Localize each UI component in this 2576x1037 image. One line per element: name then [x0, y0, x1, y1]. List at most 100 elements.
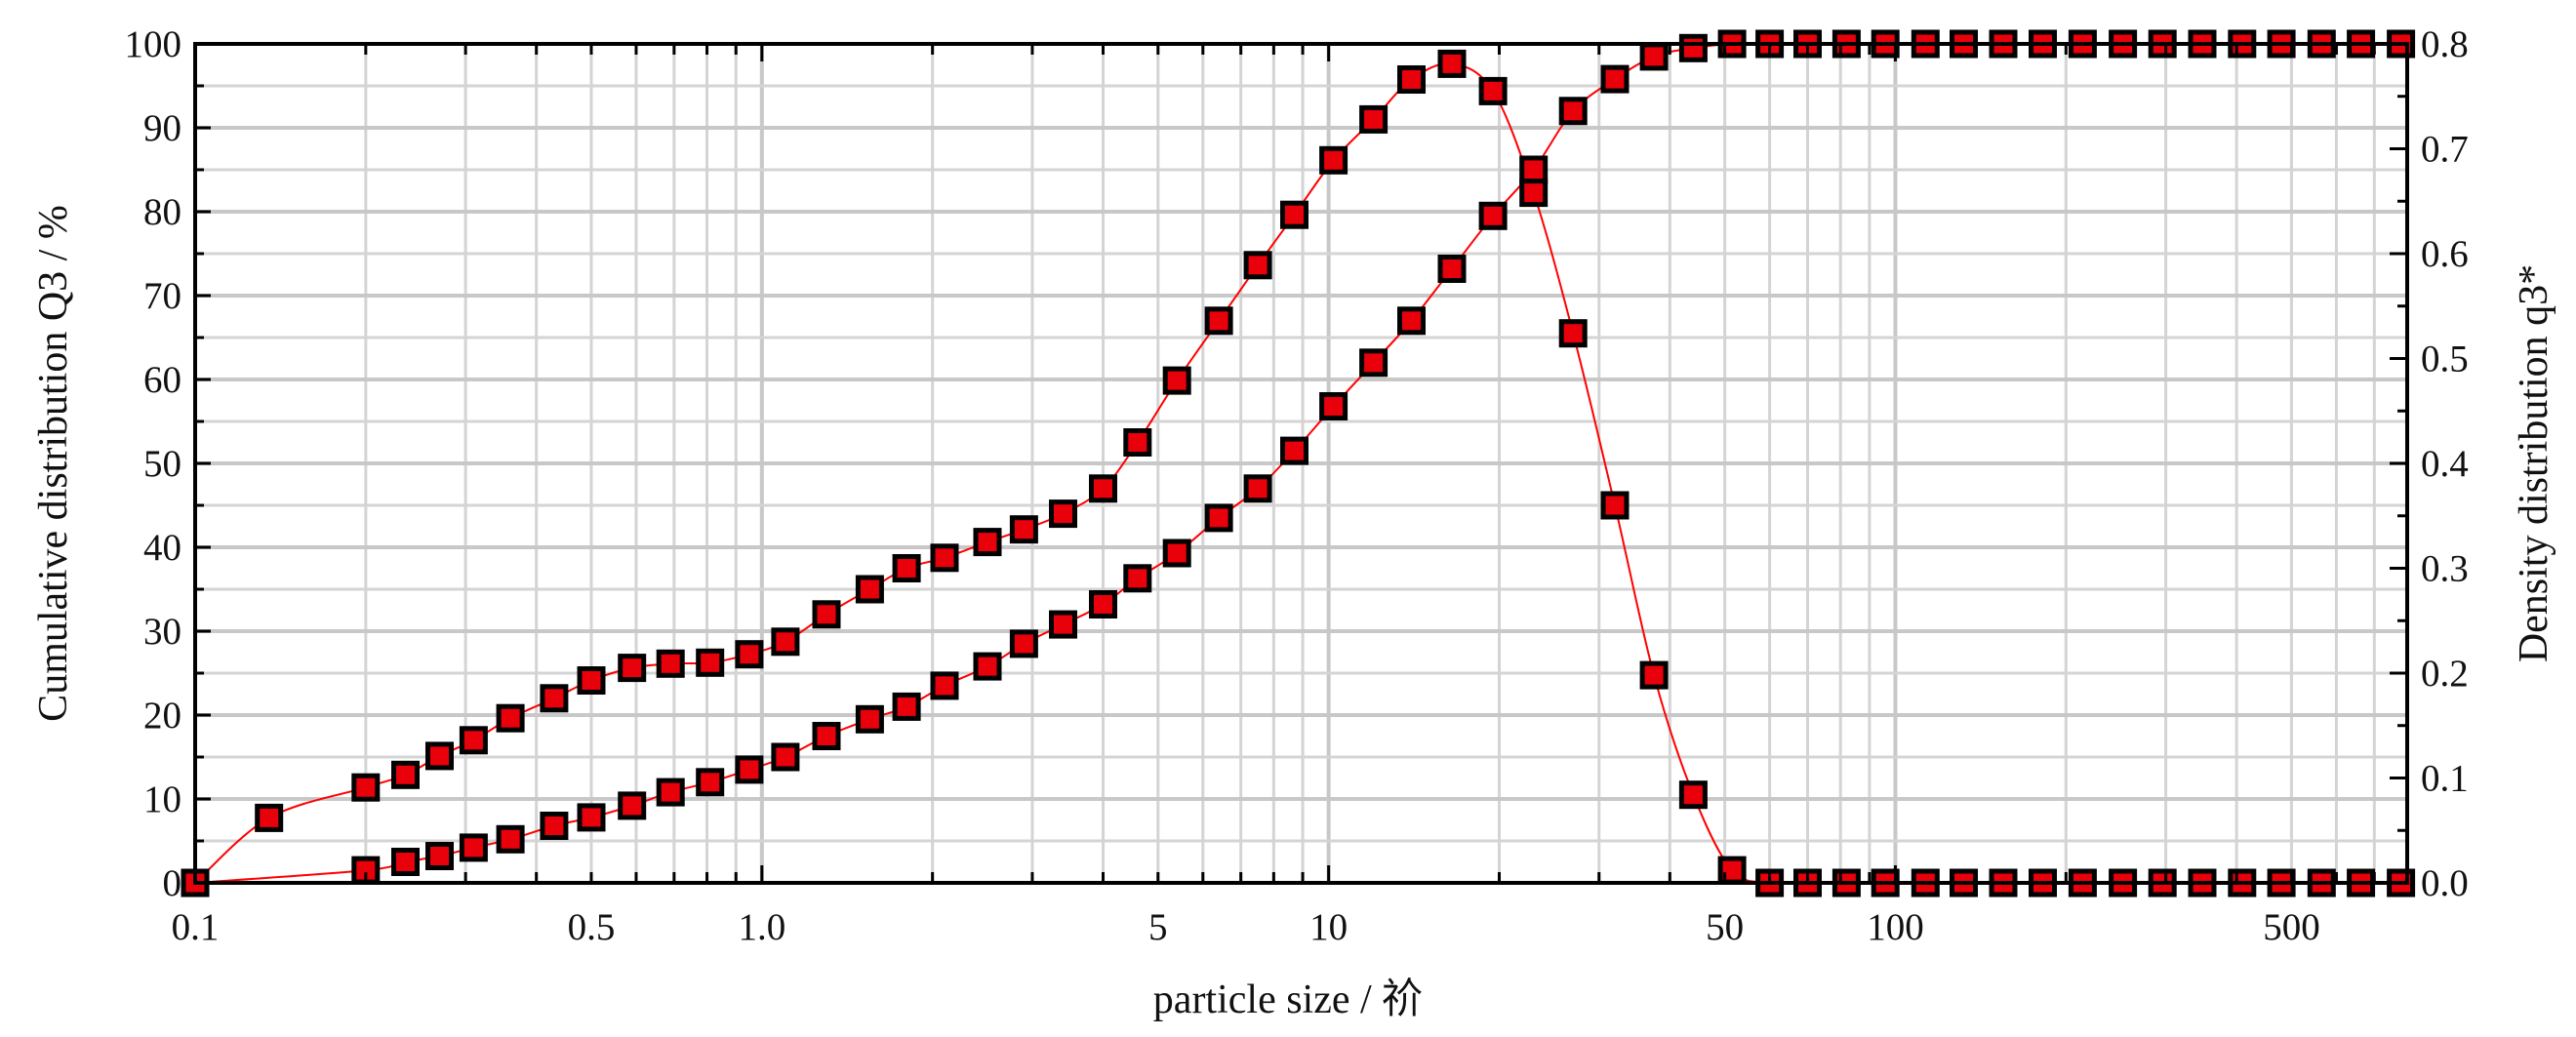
- y-left-tick-label: 10: [143, 778, 181, 820]
- data-point-cumulative: [855, 704, 884, 734]
- data-point-cumulative: [1600, 64, 1630, 94]
- series-line-density: [194, 62, 2401, 885]
- data-point-cumulative: [656, 778, 685, 807]
- data-point-density: [1162, 366, 1191, 395]
- data-point-density: [1123, 428, 1152, 457]
- data-point-cumulative: [1123, 564, 1152, 593]
- data-point-cumulative: [812, 722, 841, 750]
- data-point-cumulative: [1397, 306, 1426, 336]
- y-right-tick-label: 0.6: [2421, 233, 2469, 275]
- x-tick-label: 50: [1706, 906, 1744, 948]
- data-point-density: [577, 666, 606, 695]
- data-point-cumulative: [1089, 590, 1117, 618]
- y-right-tick-label: 0.4: [2421, 443, 2469, 485]
- data-point-density: [1558, 319, 1588, 348]
- x-tick-label: 0.1: [172, 906, 220, 948]
- data-point-cumulative: [1478, 201, 1508, 230]
- data-point-cumulative: [1359, 348, 1389, 378]
- y-right-axis-title: Density distribution q3*: [2512, 264, 2556, 662]
- x-tick-label: 1.0: [738, 906, 785, 948]
- data-point-density: [425, 741, 454, 771]
- data-point-density: [1678, 780, 1708, 810]
- y-left-tick-label: 0: [163, 862, 182, 904]
- data-point-cumulative: [1009, 629, 1038, 658]
- series-markers: [181, 29, 2416, 897]
- axis-ticks: [193, 42, 2409, 885]
- y-right-tick-label: 0.8: [2421, 23, 2469, 65]
- y-left-tick-label: 90: [143, 107, 181, 149]
- data-point-density: [351, 773, 381, 802]
- data-point-cumulative: [425, 842, 454, 870]
- data-point-density: [930, 543, 959, 573]
- data-point-density: [735, 640, 764, 669]
- y-right-tick-label: 0.0: [2421, 862, 2469, 904]
- data-point-density: [1478, 76, 1508, 105]
- y-right-tick-label: 0.1: [2421, 758, 2469, 800]
- data-point-density: [892, 554, 921, 582]
- data-point-density: [255, 803, 284, 832]
- x-axis-title: particle size / 祄: [1153, 977, 1423, 1022]
- data-point-cumulative: [696, 768, 725, 797]
- y-left-axis-title: Cumulative distribution Q3 / %: [31, 205, 76, 722]
- data-point-density: [391, 760, 420, 789]
- data-point-density: [1397, 65, 1426, 94]
- data-point-density: [1243, 251, 1272, 280]
- y-left-tick-label: 50: [143, 443, 181, 485]
- x-tick-label: 100: [1867, 906, 1924, 948]
- data-point-cumulative: [540, 812, 569, 840]
- data-point-density: [618, 654, 647, 683]
- data-point-cumulative: [735, 755, 764, 784]
- data-point-cumulative: [892, 692, 921, 721]
- data-point-density: [1280, 200, 1308, 229]
- data-point-density: [1049, 499, 1077, 529]
- x-tick-label: 0.5: [568, 906, 616, 948]
- y-left-tick-label: 20: [143, 695, 181, 737]
- y-right-tick-labels: 0.0 0.1 0.2 0.3 0.4 0.5 0.6 0.7 0.8: [2421, 23, 2469, 904]
- data-point-cumulative: [930, 671, 959, 700]
- data-point-cumulative: [618, 791, 647, 820]
- y-left-tick-label: 40: [143, 527, 181, 569]
- data-point-cumulative: [1639, 42, 1669, 71]
- data-point-cumulative: [973, 652, 1002, 681]
- data-point-density: [696, 648, 725, 677]
- data-point-density: [656, 649, 685, 678]
- y-right-tick-label: 0.5: [2421, 339, 2469, 380]
- y-left-tick-label: 70: [143, 275, 181, 317]
- data-point-density: [973, 528, 1002, 557]
- data-point-density: [1359, 104, 1389, 134]
- data-point-cumulative: [1437, 255, 1467, 283]
- data-point-density: [1089, 474, 1117, 503]
- data-point-density: [459, 726, 488, 755]
- data-point-density: [1600, 491, 1630, 520]
- x-tick-label: 500: [2263, 906, 2320, 948]
- data-point-density: [812, 600, 841, 629]
- y-left-tick-labels: 0 10 20 30 40 50 60 70 80 90 100: [125, 23, 182, 904]
- y-left-tick-label: 80: [143, 191, 181, 233]
- data-point-cumulative: [1204, 503, 1233, 533]
- data-point-cumulative: [1558, 97, 1588, 126]
- data-point-density: [771, 627, 800, 657]
- y-right-tick-label: 0.7: [2421, 129, 2469, 171]
- y-right-tick-label: 0.3: [2421, 548, 2469, 590]
- data-point-cumulative: [1280, 436, 1308, 465]
- data-point-cumulative: [1319, 392, 1348, 420]
- data-point-density: [1319, 145, 1348, 175]
- data-point-cumulative: [391, 848, 420, 876]
- data-point-cumulative: [1162, 538, 1191, 568]
- data-point-density: [1639, 660, 1669, 690]
- data-point-cumulative: [1243, 474, 1272, 503]
- data-point-cumulative: [496, 824, 525, 854]
- data-point-density: [496, 703, 525, 733]
- data-point-density: [1437, 49, 1467, 78]
- data-point-cumulative: [459, 833, 488, 862]
- data-point-density: [1717, 856, 1747, 885]
- y-left-tick-label: 60: [143, 359, 181, 401]
- x-tick-label: 10: [1309, 906, 1348, 948]
- data-point-density: [1519, 179, 1549, 208]
- data-point-density: [540, 684, 569, 713]
- data-point-density: [855, 575, 884, 604]
- data-point-cumulative: [1519, 155, 1549, 184]
- data-point-cumulative: [1678, 33, 1708, 62]
- data-point-density: [1009, 515, 1038, 544]
